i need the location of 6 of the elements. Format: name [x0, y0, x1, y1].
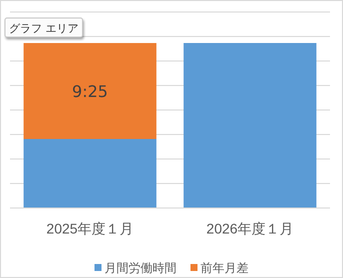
data-label: 9:25 — [72, 82, 108, 102]
text: グラフ エリア — [9, 22, 78, 35]
x-tick-label: 2025年度１月 — [46, 220, 134, 236]
x-tick-label: 2026年度１月 — [206, 220, 294, 236]
legend-label: 前年月差 — [200, 261, 248, 275]
legend-label: 月間労働時間 — [104, 261, 176, 275]
